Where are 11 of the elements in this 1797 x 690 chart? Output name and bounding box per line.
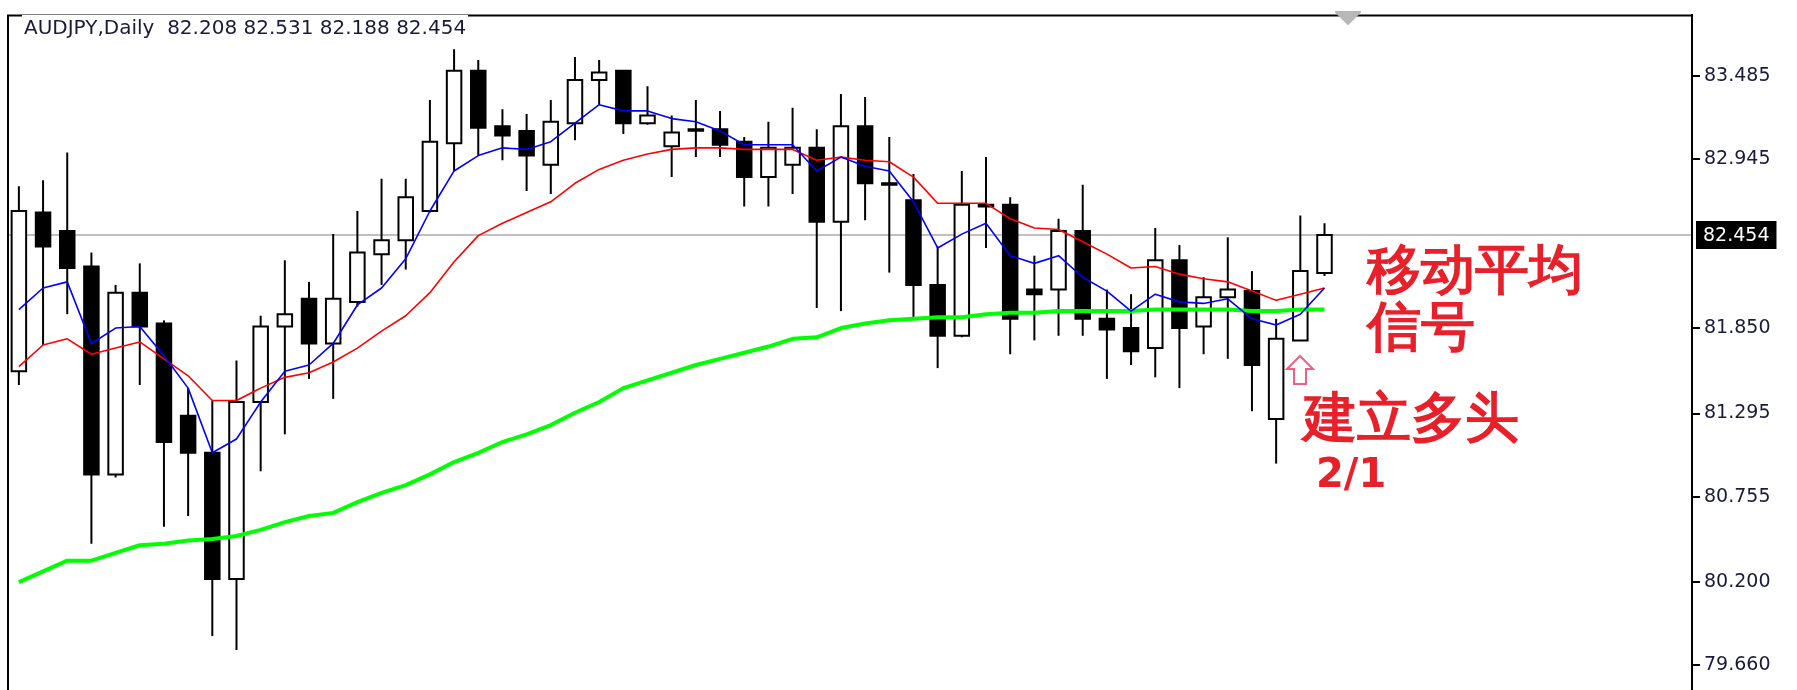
y-tick-label: 80.755 xyxy=(1704,483,1771,506)
y-tick-label: 82.945 xyxy=(1704,146,1771,169)
ref-line-label: 82.454 xyxy=(1703,222,1770,245)
text: 移动平均信号 xyxy=(1367,238,1584,358)
annotation: 2/1 xyxy=(1316,450,1387,496)
y-tick-label: 81.850 xyxy=(1704,315,1771,337)
y-tick-label: 79.660 xyxy=(1704,652,1771,675)
y-tick-label: 80.200 xyxy=(1704,569,1771,592)
y-tick-label: 83.485 xyxy=(1704,63,1771,86)
chart-title: AUDJPY,Daily 82.208 82.531 82.188 82.454 xyxy=(22,15,469,39)
y-tick-label: 81.295 xyxy=(1704,400,1771,423)
